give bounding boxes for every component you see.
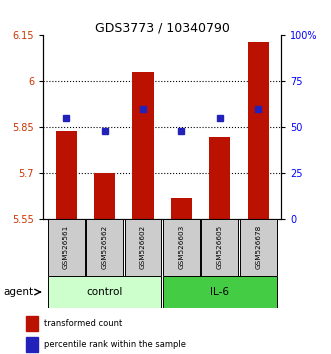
- Text: GSM526602: GSM526602: [140, 224, 146, 269]
- Text: GSM526603: GSM526603: [178, 224, 184, 269]
- Text: percentile rank within the sample: percentile rank within the sample: [44, 340, 186, 349]
- Bar: [201, 219, 238, 276]
- Title: GDS3773 / 10340790: GDS3773 / 10340790: [95, 21, 230, 34]
- Bar: [26, 337, 38, 352]
- Text: GSM526561: GSM526561: [63, 224, 69, 269]
- Bar: [132, 72, 154, 219]
- Bar: [48, 276, 162, 308]
- Bar: [163, 219, 200, 276]
- Bar: [209, 137, 230, 219]
- Bar: [124, 219, 162, 276]
- Bar: [56, 131, 77, 219]
- Text: GSM526562: GSM526562: [102, 224, 108, 269]
- Bar: [94, 173, 115, 219]
- Bar: [48, 219, 84, 276]
- Text: transformed count: transformed count: [44, 319, 122, 328]
- Text: GSM526678: GSM526678: [255, 224, 261, 269]
- Bar: [248, 41, 269, 219]
- Text: control: control: [86, 287, 123, 297]
- Bar: [26, 316, 38, 331]
- Text: IL-6: IL-6: [210, 287, 229, 297]
- Text: agent: agent: [3, 287, 33, 297]
- Bar: [86, 219, 123, 276]
- Bar: [240, 219, 277, 276]
- Bar: [163, 276, 277, 308]
- Bar: [171, 198, 192, 219]
- Text: GSM526605: GSM526605: [217, 224, 223, 269]
